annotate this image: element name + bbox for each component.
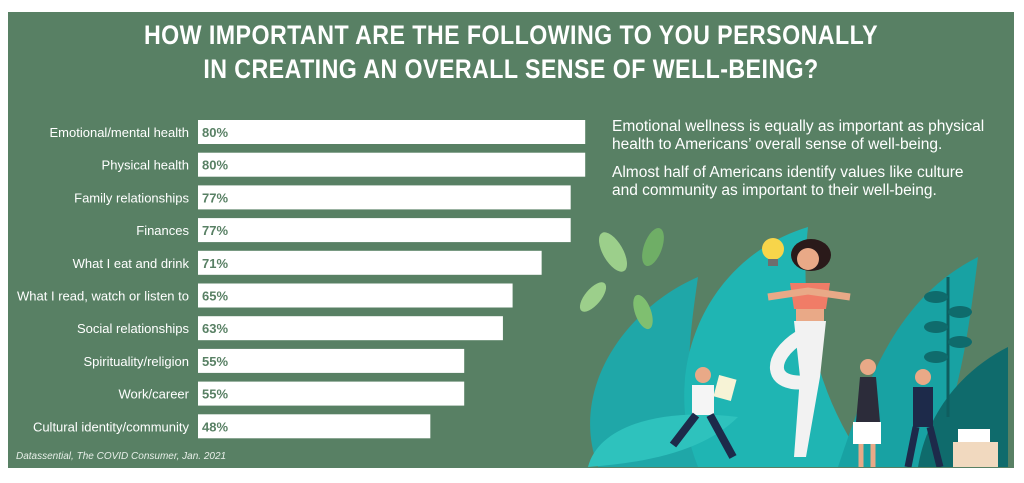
note-emotional-wellness: Emotional wellness is equally as importa… <box>612 118 985 153</box>
value-label: 63% <box>202 321 228 336</box>
bar <box>198 120 586 144</box>
category-label: Social relationships <box>77 321 190 336</box>
wellness-illustration <box>579 227 1008 467</box>
category-label: Spirituality/religion <box>84 354 190 369</box>
stressed-man-figure <box>904 369 944 467</box>
category-label: Emotional/mental health <box>50 125 189 140</box>
leaf-lower-left <box>588 414 738 467</box>
category-label: Family relationships <box>74 190 189 205</box>
small-leaf-2 <box>579 282 607 312</box>
source-note: Datassential, The COVID Consumer, Jan. 2… <box>16 451 227 462</box>
title-line-1: HOW IMPORTANT ARE THE FOLLOWING TO YOU P… <box>143 20 879 50</box>
bar <box>198 152 586 177</box>
small-leaf-3 <box>633 294 653 330</box>
value-label: 80% <box>202 125 228 140</box>
note-culture-community: Almost half of Americans identify values… <box>612 164 964 199</box>
bar-chart: Emotional/mental health 80% Physical healt… <box>17 120 586 439</box>
bar <box>198 218 571 243</box>
notes-block: Emotional wellness is equally as importa… <box>612 118 992 210</box>
bar <box>198 316 503 341</box>
infographic-panel: HOW IMPORTANT ARE THE FOLLOWING TO YOU P… <box>8 12 1014 468</box>
value-label: 65% <box>202 289 228 304</box>
value-label: 77% <box>202 190 228 205</box>
leaf-center-large <box>684 227 868 467</box>
paper-stack <box>958 429 990 442</box>
chart-title: HOW IMPORTANT ARE THE FOLLOWING TO YOU P… <box>78 18 943 86</box>
meditating-woman-figure <box>767 239 851 457</box>
bar <box>198 381 465 406</box>
category-label: What I eat and drink <box>73 256 190 271</box>
category-label: Finances <box>136 223 189 238</box>
bar <box>198 348 465 373</box>
fern-leaf <box>948 336 972 348</box>
value-label: 55% <box>202 387 228 402</box>
category-label: Work/career <box>118 387 189 402</box>
value-label: 55% <box>202 354 228 369</box>
lightbulb-icon <box>762 238 784 266</box>
fern-leaf <box>924 291 948 303</box>
title-line-2: IN CREATING AN OVERALL SENSE OF WELL-BEI… <box>203 54 819 84</box>
bar <box>198 283 513 308</box>
small-leaf-4 <box>642 227 664 267</box>
category-label: What I read, watch or listen to <box>17 289 189 304</box>
bar <box>198 414 431 439</box>
value-label: 71% <box>202 256 228 271</box>
category-label: Physical health <box>102 158 189 173</box>
value-label: 77% <box>202 223 228 238</box>
fern-leaf <box>924 351 948 363</box>
cardboard-box <box>953 442 998 467</box>
bar <box>198 185 571 210</box>
small-leaf-1 <box>599 232 627 272</box>
category-label: Cultural identity/community <box>33 419 190 434</box>
woman-with-tablet-figure <box>853 359 881 467</box>
bar <box>198 250 542 275</box>
value-label: 48% <box>202 419 228 434</box>
running-man-figure <box>669 367 737 459</box>
value-label: 80% <box>202 158 228 173</box>
fern-leaf <box>948 306 972 318</box>
fern-leaf <box>924 321 948 333</box>
